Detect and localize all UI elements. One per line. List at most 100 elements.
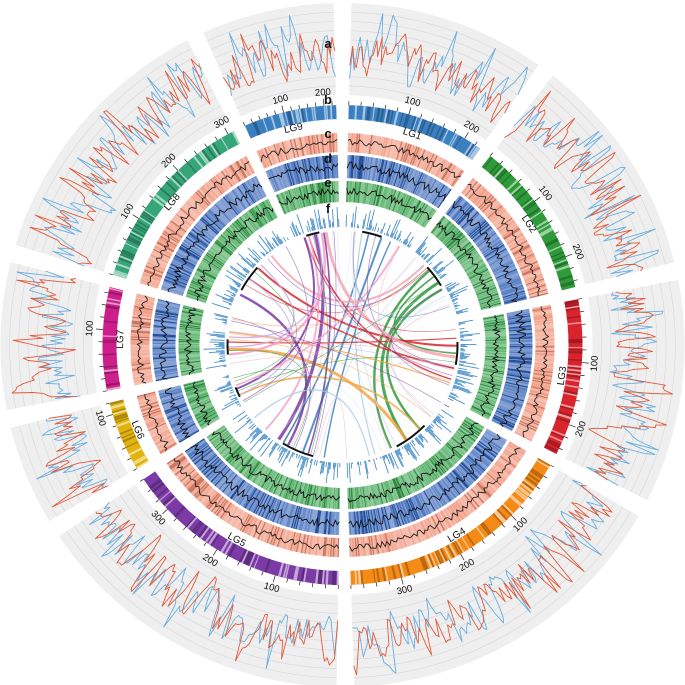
track-d-lg2-cell	[496, 272, 519, 283]
track-c-lg2-cell	[494, 214, 511, 228]
track-d-lg5-cell	[193, 448, 213, 464]
track-c-lg1-cell	[425, 153, 435, 172]
track-d-lg1-cell	[396, 165, 405, 188]
track-d-lg5-cell	[204, 460, 223, 477]
track-c-lg1-cell	[439, 161, 450, 179]
track-e-lg2-cell	[436, 221, 451, 238]
track-f-bar-lg7	[212, 331, 226, 334]
track-c-lg8-cell	[142, 272, 162, 281]
track-d-lg5-cell	[270, 499, 280, 522]
ideogram-stripe-lg1	[375, 107, 381, 122]
track-d-lg8-cell	[206, 211, 224, 229]
ideogram-stripe-lg1	[354, 105, 358, 120]
track-c-lg6-cell	[137, 395, 157, 403]
track-c-lg5-cell	[325, 537, 328, 557]
ideogram-stripe-lg4	[480, 523, 491, 536]
track-d-lg4-cell	[434, 483, 449, 504]
track-d-lg9-cell	[278, 165, 288, 188]
track-f-bar-lg2	[432, 260, 444, 270]
track-f-bar-lg5	[315, 460, 318, 466]
ideogram-stripe-lg4	[530, 468, 544, 478]
track-d-lg1-cell	[415, 174, 428, 196]
track-f-bar-lg4	[436, 415, 441, 419]
track-c-lg8-cell	[226, 167, 238, 184]
track-f-bar-lg6	[225, 376, 230, 379]
track-c-lg2-cell	[527, 283, 546, 290]
track-d-lg3-cell	[506, 308, 530, 315]
tick-label-lg3-200: 200	[573, 420, 589, 439]
track-c-lg7-cell	[130, 343, 150, 345]
track-f-bar-lg1	[407, 244, 410, 248]
track-e-lg2-cell	[446, 232, 463, 248]
ideogram-stripe-lg6	[128, 447, 143, 456]
track-e-lg1-cell	[419, 206, 432, 225]
track-e-lg6-cell	[191, 399, 211, 410]
track-e-lg7-cell	[180, 318, 202, 323]
track-d-lg9-line	[268, 163, 339, 180]
track-a-line1-lg7	[16, 270, 81, 399]
ideogram-stripe-lg5	[331, 570, 335, 585]
ideogram-lg8	[112, 131, 240, 279]
track-a-grid-lg6	[55, 416, 90, 498]
track-c-lg2-cell	[522, 267, 541, 276]
track-a-grid-lg6	[28, 423, 66, 512]
track-f-bar-lg5	[293, 452, 296, 455]
track-f-bar-lg7	[219, 359, 226, 362]
track-d-lg4-cell	[455, 467, 473, 485]
track-d-lg1-cell	[385, 161, 393, 184]
ideogram-stripe-lg2	[495, 168, 506, 180]
track-d-lg1-cell	[392, 163, 401, 186]
track-c-lg7-cell	[133, 375, 153, 380]
track-c-lg3-cell	[528, 393, 548, 401]
track-c-lg4-cell	[493, 464, 509, 478]
track-e-lg4-cell	[442, 446, 459, 462]
ideogram-stripe-lg5	[303, 567, 308, 583]
track-d-lg4-cell	[440, 479, 456, 499]
track-a-grid-lg5	[119, 494, 338, 614]
track-c-lg3-cell	[535, 353, 555, 357]
track-d-lg4-cell	[485, 431, 506, 444]
track-c-lg3-cell	[527, 400, 546, 408]
ideogram-stripe-lg1	[468, 146, 479, 159]
ideogram-stripe-lg4	[509, 496, 521, 507]
track-c-lg8-cell	[244, 156, 255, 175]
track-e-lg4-cell	[455, 431, 473, 446]
track-c-lg9-cell	[330, 133, 334, 153]
tick-lg9	[298, 104, 300, 109]
track-f-bar-lg2	[446, 283, 460, 291]
track-c-lg4-cell	[417, 522, 427, 541]
tick-lg8	[157, 185, 161, 189]
track-c-lg1-cell	[378, 136, 384, 156]
track-e-lg8-cell	[265, 199, 277, 219]
track-d-lg5-cell	[272, 500, 282, 522]
track-d-lg5-cell	[314, 510, 320, 534]
track-f-bar-lg5	[232, 411, 246, 420]
track-e-lg3-cell	[481, 377, 503, 384]
track-c-lg4-cell	[485, 474, 501, 488]
track-e-lg9-cell	[329, 181, 333, 203]
ideogram-stripe-lg3	[564, 384, 579, 389]
track-d-lg2-cell	[447, 197, 464, 216]
ideogram-stripe-lg2	[554, 260, 569, 269]
ideogram-stripe-lg3	[568, 348, 583, 351]
track-e-lg2-cell	[468, 267, 488, 278]
track-c-lg5-cell	[189, 478, 205, 494]
track-e-lg7-cell	[178, 354, 200, 357]
track-f-bar-lg5	[249, 420, 253, 424]
track-e-lg8-cell	[249, 209, 262, 228]
track-c-lg9-cell	[311, 135, 316, 155]
track-d-lg2-cell	[467, 219, 487, 236]
track-e-lg5-cell	[280, 477, 290, 498]
tick-lg8	[204, 143, 208, 148]
track-c-lg7-cell	[130, 334, 150, 338]
track-f-bar-lg8	[244, 267, 251, 273]
ideogram-stripe-lg8	[186, 161, 197, 174]
track-f-bar-lg1	[369, 209, 375, 231]
track-e-lg5-cell	[326, 487, 330, 509]
track-f-bar-lg9	[299, 231, 302, 235]
track-c-lg8-cell	[204, 183, 218, 199]
track-c-lg5-cell	[288, 531, 295, 551]
track-c-lg4-cell	[369, 535, 374, 555]
track-f-bar-lg8	[248, 253, 259, 263]
track-c-lg6-cell	[145, 417, 164, 426]
